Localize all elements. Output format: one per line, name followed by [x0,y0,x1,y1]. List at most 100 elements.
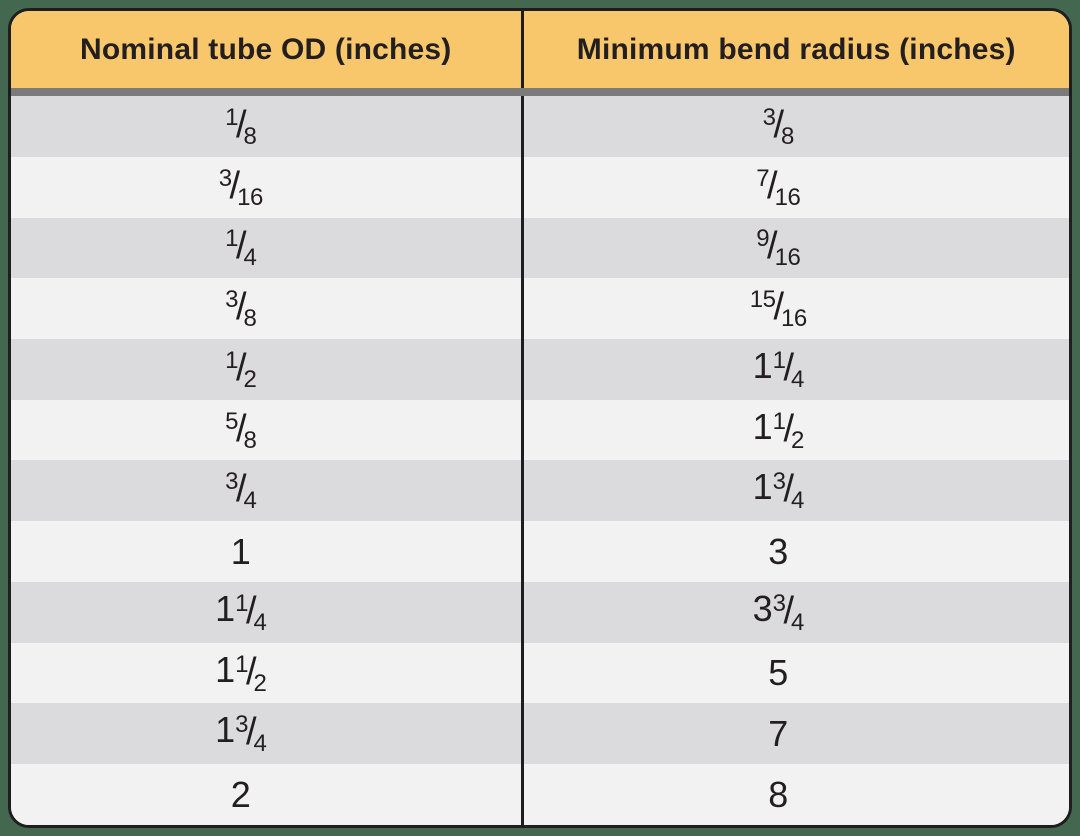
cell-value: 7 [768,712,789,754]
fraction: 5/8 [225,406,257,454]
table-row: 3/16 7/16 [11,156,1069,218]
fraction-numerator: 1 [225,225,238,253]
whole-number: 1 [215,587,236,629]
radius-cell: 3/8 [522,92,1069,157]
cell-value: 3/8 [225,284,257,332]
cell-value: 1/8 [225,102,257,150]
table-body: 1/8 3/8 3/16 7/16 1/4 9/16 3/8 15/16 1/2 11/4 5/8 1… [11,92,1069,825]
fraction-numerator: 5 [225,407,238,435]
whole-number: 1 [752,344,773,386]
radius-cell: 15/16 [522,278,1069,339]
fraction-denominator: 8 [243,305,257,333]
fraction-slash: / [235,286,247,329]
fraction: 3/8 [225,284,257,332]
fraction: 3/16 [219,163,264,211]
od-cell: 1 [11,521,524,582]
fraction-numerator: 1 [225,346,238,374]
fraction-slash: / [245,711,257,754]
header-row: Nominal tube OD (inches) Minimum bend ra… [11,11,1069,96]
fraction: 3/8 [762,102,795,150]
radius-cell: 8 [522,764,1069,825]
table-panel: Nominal tube OD (inches) Minimum bend ra… [8,8,1072,828]
od-cell: 11/4 [11,581,524,643]
fraction-slash: / [767,164,778,207]
table-row: 1/2 11/4 [11,338,1069,400]
cell-value: 15/16 [749,284,807,332]
fraction: 3/4 [225,466,257,514]
cell-value: 1/2 [225,345,257,393]
fraction: 1/2 [225,345,257,393]
fraction-denominator: 4 [253,730,267,758]
cell-value: 1 [230,530,251,572]
fraction-numerator: 3 [225,286,238,314]
fraction-denominator: 4 [791,365,804,393]
fraction: 1/4 [235,588,267,636]
fraction: 3/4 [772,466,805,514]
cell-value: 8 [768,773,789,815]
fraction-slash: / [783,468,795,511]
radius-cell: 7 [522,703,1069,765]
cell-value: 11/2 [215,648,267,697]
od-cell: 2 [11,764,524,825]
table-row: 5/8 11/2 [11,399,1069,461]
cell-value: 3/4 [225,466,257,514]
fraction-denominator: 16 [237,183,263,211]
fraction-numerator: 3 [772,468,786,496]
fraction-denominator: 4 [791,487,804,515]
fraction-slash: / [783,346,795,389]
fraction-slash: / [229,164,241,207]
fraction-slash: / [783,589,795,632]
table-row: 3/4 13/4 [11,460,1069,522]
radius-cell: 3 [522,521,1069,582]
fraction-numerator: 3 [235,711,248,739]
fraction-denominator: 16 [781,305,807,333]
whole-number: 1 [215,648,236,690]
whole-number: 3 [752,587,773,629]
cell-value: 3/8 [762,102,795,150]
cell-value: 3 [768,530,789,572]
cell-value: 13/4 [215,709,267,757]
fraction-denominator: 4 [243,487,257,515]
fraction-numerator: 3 [762,103,776,131]
fraction-denominator: 4 [253,608,267,636]
fraction-slash: / [783,407,795,450]
radius-cell: 5 [522,642,1069,704]
fraction-denominator: 16 [774,244,801,272]
fraction-numerator: 1 [772,407,786,435]
radius-cell: 9/16 [522,217,1069,279]
cell-value: 11/4 [215,587,267,636]
bend-radius-table: Nominal tube OD (inches) Minimum bend ra… [11,11,1069,825]
od-cell: 3/16 [11,156,524,218]
od-cell: 3/4 [11,460,524,522]
cell-value: 11/2 [753,406,805,454]
fraction-numerator: 9 [756,225,770,253]
cell-value: 7/16 [756,163,801,211]
fraction: 1/4 [773,345,805,393]
fraction-slash: / [235,346,247,389]
od-cell: 1/4 [11,217,524,279]
fraction-numerator: 15 [749,286,776,314]
radius-cell: 7/16 [522,156,1069,218]
fraction: 3/4 [235,709,267,757]
od-cell: 5/8 [11,399,524,461]
cell-value: 2 [230,773,251,815]
fraction-slash: / [235,468,247,511]
cell-value: 1/4 [225,223,257,271]
table-row: 1/4 9/16 [11,217,1069,279]
radius-cell: 11/2 [522,399,1069,461]
radius-cell: 33/4 [522,581,1069,643]
column-header-radius: Minimum bend radius (inches) [522,11,1069,96]
od-cell: 3/8 [11,278,524,339]
od-cell: 13/4 [11,703,524,765]
fraction-slash: / [773,103,785,146]
fraction: 1/4 [225,223,257,271]
fraction-numerator: 1 [225,103,238,131]
fraction-denominator: 16 [774,183,801,211]
od-cell: 1/2 [11,338,524,400]
whole-number: 1 [752,466,773,508]
table-row: 13/4 7 [11,703,1069,765]
table-row: 11/2 5 [11,642,1069,704]
fraction-denominator: 8 [781,122,794,150]
